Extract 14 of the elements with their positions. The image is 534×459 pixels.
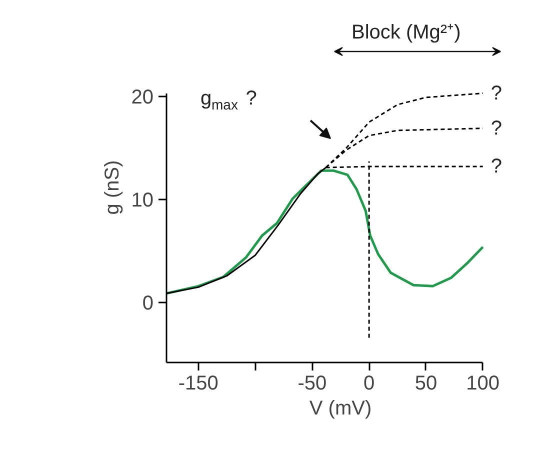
y-axis-title: g (nS) bbox=[101, 160, 124, 215]
x-tick-label: -50 bbox=[298, 372, 327, 394]
y-tick-label: 10 bbox=[131, 190, 154, 212]
text: ? bbox=[490, 117, 502, 140]
x-tick-label: 0 bbox=[364, 372, 375, 394]
x-tick-label: -150 bbox=[178, 372, 218, 394]
x-tick-label: 50 bbox=[414, 372, 438, 394]
text: ? bbox=[490, 156, 502, 178]
y-tick-label: 0 bbox=[142, 292, 154, 315]
x-axis-title: V (mV) bbox=[309, 398, 372, 420]
y-tick-label: 20 bbox=[131, 86, 154, 108]
text: Block (Mg²⁺) bbox=[352, 22, 461, 44]
text: ? bbox=[490, 82, 502, 104]
x-tick-label: 100 bbox=[466, 372, 500, 394]
